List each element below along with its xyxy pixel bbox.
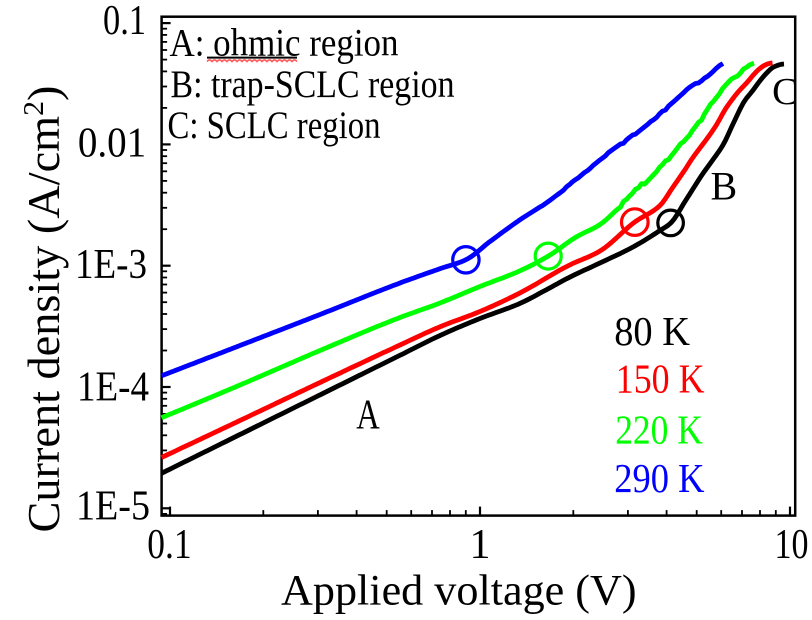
svg-text:10: 10 xyxy=(775,522,809,568)
svg-text:A: A xyxy=(356,393,380,439)
svg-text:1E-4: 1E-4 xyxy=(77,365,149,411)
svg-text:220 K: 220 K xyxy=(615,407,703,453)
svg-text:C: SCLC region: C: SCLC region xyxy=(168,104,381,147)
svg-text:Applied voltage (V): Applied voltage (V) xyxy=(281,567,637,615)
svg-text:Current density (A/cm2): Current density (A/cm2) xyxy=(18,85,69,532)
svg-text:0.1: 0.1 xyxy=(147,522,191,568)
svg-text:80 K: 80 K xyxy=(614,308,690,354)
svg-text:B: trap-SCLC region: B: trap-SCLC region xyxy=(171,63,455,106)
svg-text:290 K: 290 K xyxy=(614,455,704,501)
svg-text:1E-5: 1E-5 xyxy=(76,484,150,530)
svg-text:1: 1 xyxy=(470,522,491,568)
svg-text:0.01: 0.01 xyxy=(78,120,146,166)
svg-text:0.1: 0.1 xyxy=(103,0,146,44)
svg-text:150 K: 150 K xyxy=(616,356,705,402)
svg-text:1E-3: 1E-3 xyxy=(75,242,147,288)
svg-text:C: C xyxy=(772,71,798,113)
svg-text:B: B xyxy=(711,163,738,208)
